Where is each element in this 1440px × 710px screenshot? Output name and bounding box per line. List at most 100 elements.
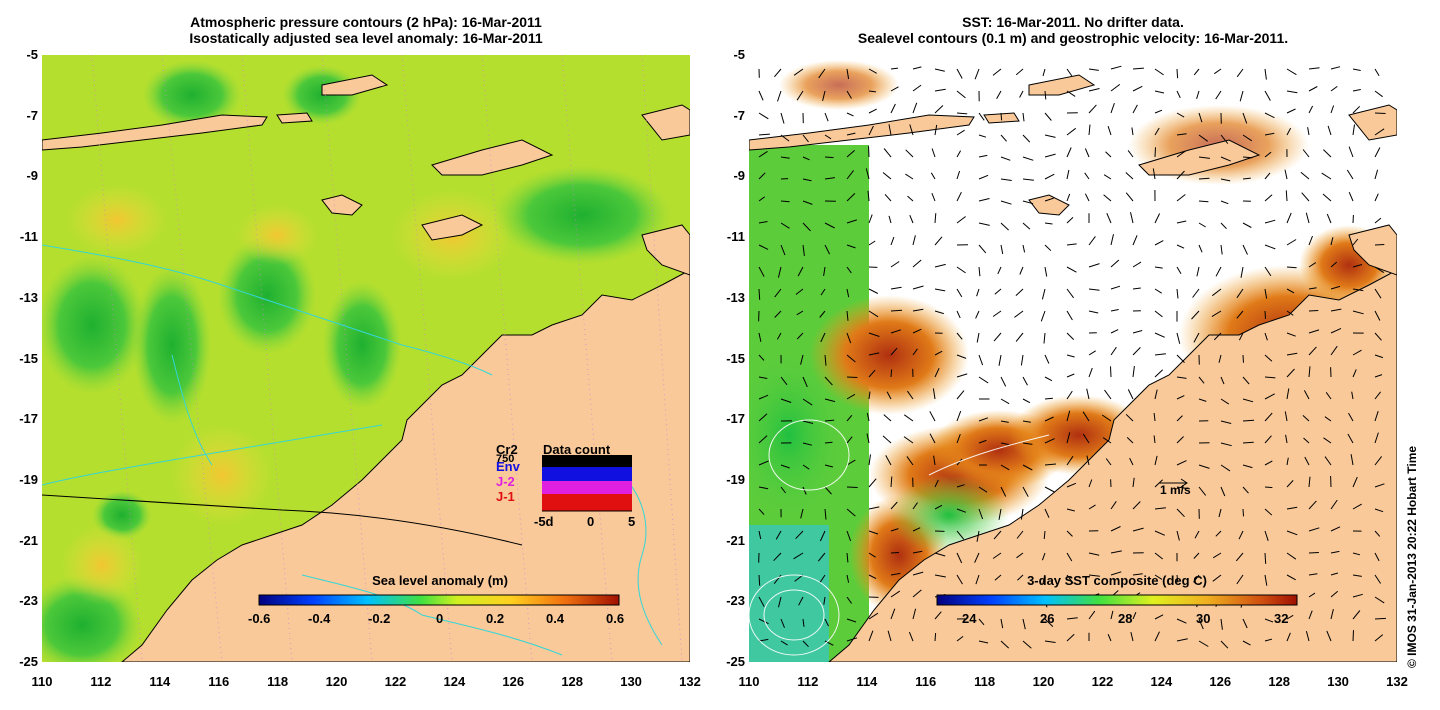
velocity-arrow [802,244,805,256]
velocity-arrow [956,530,965,540]
velocity-arrow [976,288,980,297]
velocity-arrow [1264,244,1276,250]
velocity-arrow [1242,354,1244,363]
velocity-arrow [780,464,790,469]
velocity-arrow [846,90,852,99]
velocity-arrow [1374,432,1379,444]
velocity-arrow [775,530,782,540]
velocity-arrow [1308,527,1320,532]
velocity-arrow [931,148,936,158]
velocity-arrow [1330,85,1338,92]
velocity-arrow [1264,194,1273,202]
velocity-arrow [868,454,871,466]
velocity-arrow [868,146,870,158]
velocity-arrow [1088,68,1099,71]
velocity-arrow [1000,640,1010,649]
velocity-arrow [846,530,852,542]
velocity-arrow [912,66,922,70]
velocity-arrow [1194,530,1200,539]
velocity-arrow [1176,415,1183,422]
velocity-arrow [1374,483,1385,488]
velocity-arrow [1374,112,1386,114]
velocity-arrow [1285,434,1288,444]
velocity-arrow [1220,640,1229,649]
velocity-arrow [1176,150,1186,158]
velocity-arrow [994,288,1002,295]
velocity-arrow [882,435,892,444]
velocity-arrow [1236,310,1244,319]
velocity-arrow [1308,105,1314,114]
velocity-arrow [1220,376,1225,385]
velocity-arrow [1264,90,1271,101]
velocity-arrow [1176,638,1188,642]
velocity-arrow [1264,552,1267,564]
velocity-arrow [1213,332,1222,341]
velocity-arrow [912,550,923,554]
velocity-arrow [868,391,871,400]
velocity-arrow [1264,332,1268,341]
velocity-arrow [1176,395,1185,400]
velocity-arrow [824,112,829,122]
latitude-tick: -23 [726,593,745,609]
velocity-arrow [758,530,762,540]
velocity-arrow [1104,389,1112,400]
velocity-arrow [1352,630,1354,642]
velocity-arrow [931,193,936,202]
velocity-arrow [934,88,946,92]
left-panel-title: Atmospheric pressure contours (2 hPa): 1… [42,14,690,46]
velocity-arrow [1242,134,1253,142]
velocity-arrow [802,200,813,205]
velocity-arrow [774,68,782,78]
velocity-arrow [1066,68,1073,77]
sea-level-anomaly-map[interactable] [42,55,690,662]
velocity-arrow [1015,68,1024,76]
longitude-tick: 110 [738,674,760,689]
velocity-arrow [934,574,946,578]
velocity-arrow [1000,420,1009,423]
velocity-arrow [824,419,835,422]
velocity-arrow [1022,640,1032,649]
velocity-arrow [996,90,1002,100]
velocity-arrow [824,441,833,444]
velocity-arrow [1132,235,1138,246]
velocity-arrow [1066,530,1073,537]
velocity-arrow [1305,212,1310,224]
longitude-tick: 120 [325,674,348,689]
velocity-arrow [932,388,936,400]
velocity-arrow [903,436,914,444]
sla-tick: -0.6 [248,611,271,626]
velocity-arrow [1220,156,1231,162]
velocity-arrow [1220,222,1227,230]
velocity-arrow [1019,266,1024,275]
sla-colorbar [258,594,620,606]
velocity-arrow [1352,476,1358,488]
velocity-arrow [868,108,877,114]
velocity-arrow [890,236,895,246]
velocity-arrow [846,508,856,517]
velocity-arrow [824,376,833,386]
velocity-arrow [1374,169,1379,180]
velocity-arrow [1286,530,1298,536]
velocity-arrow [1352,503,1362,510]
velocity-arrow [1286,90,1298,94]
left-title-line2: Isostatically adjusted sea level anomaly… [189,30,543,46]
velocity-arrow [1088,88,1100,92]
longitude-tick: 132 [1386,674,1408,689]
sst-map[interactable] [749,55,1397,662]
velocity-arrow [956,68,963,79]
velocity-arrow [905,173,914,180]
velocity-arrow [1110,259,1120,268]
sla-tick: 0.2 [486,611,505,626]
velocity-arrow [1022,222,1031,230]
velocity-arrow [868,214,873,224]
velocity-arrow [824,177,835,180]
velocity-arrow [846,376,858,378]
velocity-arrow [868,612,879,620]
velocity-arrow [1348,412,1354,422]
velocity-arrow [824,354,827,366]
velocity-arrow [867,190,870,202]
velocity-arrow [1308,610,1313,620]
velocity-arrow [1286,352,1298,356]
velocity-arrow [1374,193,1379,202]
velocity-arrow [956,354,967,359]
